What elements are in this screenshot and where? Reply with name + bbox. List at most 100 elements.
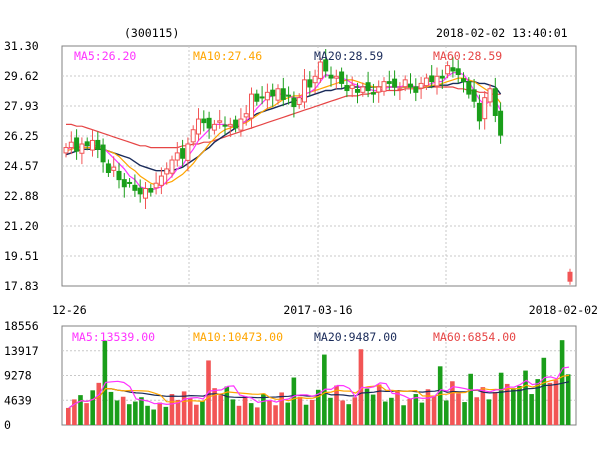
candle-body <box>143 188 148 199</box>
volume-bar <box>218 395 224 425</box>
volume-bar <box>517 386 522 425</box>
price-y-tick-label: 21.20 <box>4 219 39 233</box>
price-y-tick-label: 22.88 <box>4 189 39 203</box>
volume-bar <box>145 405 150 425</box>
volume-bar <box>66 407 71 425</box>
candle-body <box>190 129 196 143</box>
candle-body <box>392 78 398 88</box>
candle-body <box>344 85 350 92</box>
volume-bar <box>523 370 528 425</box>
candle-body <box>312 75 318 84</box>
candle-body <box>238 118 244 131</box>
candle-body <box>445 65 451 75</box>
volume-y-axis: 18556 13917 9278 4639 0 <box>4 319 39 432</box>
candle-body <box>132 184 138 191</box>
candle-body <box>201 118 207 124</box>
volume-bar <box>78 395 83 425</box>
volume-bar <box>480 387 486 425</box>
candle-body <box>137 187 143 195</box>
volume-bar <box>139 397 144 425</box>
volume-bar <box>224 386 230 425</box>
candle-body <box>211 123 217 131</box>
candle-body <box>275 88 281 101</box>
volume-bar <box>236 405 242 425</box>
volume-vma5-label: MA5:13539.00 <box>72 330 155 344</box>
candle-body <box>498 110 504 136</box>
price-y-tick-label: 29.62 <box>4 69 39 83</box>
volume-panel: 18556 13917 9278 4639 0 MA5:13539.00 MA10:104… <box>4 319 577 432</box>
volume-bar <box>456 393 461 425</box>
candle-body <box>492 88 498 116</box>
price-ma-legend: MA5:26.20 MA10:27.46 MA20:28.59 MA60:28.59 <box>74 49 502 63</box>
volume-bar <box>291 377 297 425</box>
candle-body <box>567 271 573 282</box>
candle-body <box>222 124 228 127</box>
chart-datetime: 2018-02-02 13:40:01 <box>436 26 568 40</box>
volume-bar <box>395 391 400 425</box>
volume-bar <box>120 396 126 425</box>
candle-body <box>487 88 493 103</box>
volume-vma60-label: MA60:6854.00 <box>433 330 516 344</box>
candle-body <box>413 86 419 93</box>
candle-body <box>328 74 334 79</box>
volume-bar <box>261 393 266 425</box>
candle-body <box>264 91 270 101</box>
candle-body <box>116 170 122 181</box>
candle-body <box>408 83 413 88</box>
candle-body <box>333 75 339 79</box>
price-x-tick-label: 12-26 <box>52 303 87 317</box>
candle-body <box>280 88 286 100</box>
volume-vma20-label: MA20:9487.00 <box>314 330 397 344</box>
volume-bar <box>358 349 364 425</box>
volume-bar <box>157 402 163 425</box>
candle-body <box>397 88 403 91</box>
candle-body <box>418 82 424 89</box>
candle-body <box>291 97 297 108</box>
candle-body <box>111 166 117 171</box>
volume-bar <box>169 394 175 425</box>
volume-bar <box>553 380 559 425</box>
volume-bar <box>114 400 120 425</box>
candle-body <box>482 97 488 120</box>
volume-bar <box>498 372 504 425</box>
volume-bar <box>267 400 272 425</box>
candle-body <box>185 143 191 161</box>
volume-bar <box>425 389 431 425</box>
volume-bar <box>364 388 370 425</box>
volume-bar <box>108 391 114 425</box>
volume-bar <box>504 383 510 425</box>
volume-bar <box>511 388 516 425</box>
volume-bar <box>279 392 284 425</box>
volume-bar <box>376 384 382 425</box>
candle-body <box>217 120 223 123</box>
candle-body <box>466 81 472 95</box>
volume-bar <box>151 409 156 425</box>
volume-bar <box>315 389 321 425</box>
volume-bar <box>370 394 376 425</box>
volume-bar <box>559 340 565 425</box>
volume-bar <box>181 391 187 425</box>
volume-bar <box>529 394 534 425</box>
volume-vma10-label: MA10:10473.00 <box>193 330 283 344</box>
candle-body <box>243 113 249 118</box>
stock-code: (300115) <box>124 26 179 40</box>
candle-body <box>476 102 482 122</box>
volume-y-tick-label: 0 <box>4 418 11 432</box>
price-ma10-label: MA10:27.46 <box>193 49 262 63</box>
candle-body <box>423 77 429 87</box>
candle-body <box>233 119 239 129</box>
price-y-tick-label: 24.57 <box>4 159 39 173</box>
candle-body <box>386 81 392 84</box>
volume-bar <box>462 402 467 425</box>
volume-bar <box>492 391 498 425</box>
volume-bar <box>407 398 412 425</box>
volume-bar <box>340 400 345 425</box>
candle-body <box>227 123 233 127</box>
candle-body <box>429 75 435 83</box>
price-y-tick-label: 19.51 <box>4 249 39 263</box>
price-y-tick-label: 26.25 <box>4 129 39 143</box>
candle-body <box>153 182 159 189</box>
volume-bar <box>200 400 205 425</box>
volume-y-tick-label: 13917 <box>4 344 39 358</box>
candle-body <box>307 79 313 88</box>
